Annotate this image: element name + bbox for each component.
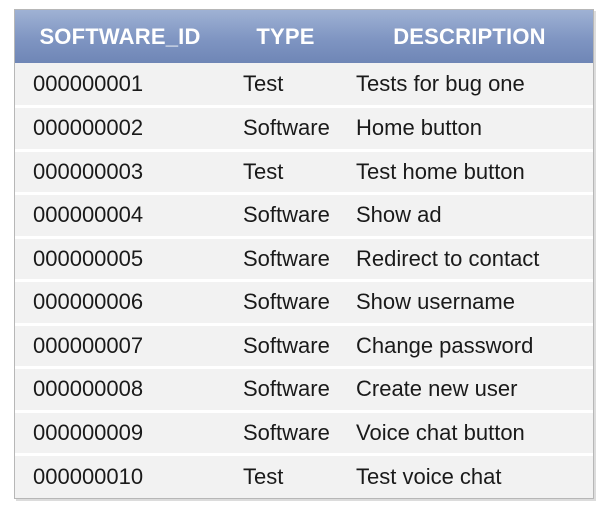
type-cell: Software [243, 115, 330, 141]
header-row: SOFTWARE_ID TYPE DESCRIPTION [15, 10, 593, 63]
column-header-software-id: SOFTWARE_ID [39, 23, 201, 49]
table-row: 000000007 Software Change password [15, 324, 593, 368]
type-cell: Software [243, 289, 330, 315]
software-id-cell: 000000009 [33, 419, 144, 445]
table-row: 000000005 Software Redirect to contact [15, 237, 593, 281]
table-row: 000000008 Software Create new user [15, 367, 593, 411]
software-id-cell: 000000002 [33, 115, 144, 141]
table-row: 000000006 Software Show username [15, 280, 593, 324]
software-id-cell: 000000004 [33, 202, 144, 228]
table-header: SOFTWARE_ID TYPE DESCRIPTION [15, 10, 593, 63]
software-id-cell: 000000001 [33, 71, 144, 96]
type-cell: Test [243, 464, 284, 489]
table-row: 000000009 Software Voice chat button [15, 411, 593, 455]
column-header-description: DESCRIPTION [393, 23, 546, 49]
description-cell: Test home button [356, 158, 525, 184]
table-row: 000000010 Test Test voice chat [15, 454, 593, 498]
software-id-cell: 000000008 [33, 376, 144, 402]
software-id-cell: 000000007 [33, 332, 144, 358]
column-header-type: TYPE [256, 23, 315, 49]
description-cell: Change password [356, 332, 534, 358]
software-id-cell: 000000005 [33, 245, 144, 271]
software-id-cell: 000000010 [33, 464, 144, 489]
type-cell: Software [243, 419, 330, 445]
type-cell: Software [243, 245, 330, 271]
description-cell: Tests for bug one [356, 71, 525, 96]
software-table: SOFTWARE_ID TYPE DESCRIPTION 000000001 T… [15, 10, 593, 498]
type-cell: Test [243, 71, 284, 96]
table-row: 000000001 Test Tests for bug one [15, 63, 593, 107]
description-cell: Show username [356, 289, 515, 315]
description-cell: Create new user [356, 376, 518, 402]
type-cell: Software [243, 202, 330, 228]
table-body: 000000001 Test Tests for bug one 0000000… [15, 63, 593, 498]
description-cell: Home button [356, 115, 482, 141]
table-row: 000000002 Software Home button [15, 106, 593, 150]
software-id-cell: 000000006 [33, 289, 144, 315]
software-table-frame: SOFTWARE_ID TYPE DESCRIPTION 000000001 T… [14, 9, 594, 499]
description-cell: Voice chat button [356, 419, 525, 445]
software-id-cell: 000000003 [33, 158, 144, 184]
type-cell: Software [243, 332, 330, 358]
description-cell: Show ad [356, 202, 442, 228]
table-row: 000000003 Test Test home button [15, 150, 593, 194]
type-cell: Software [243, 376, 330, 402]
description-cell: Test voice chat [356, 464, 502, 489]
description-cell: Redirect to contact [356, 245, 540, 271]
table-row: 000000004 Software Show ad [15, 193, 593, 237]
type-cell: Test [243, 158, 284, 184]
